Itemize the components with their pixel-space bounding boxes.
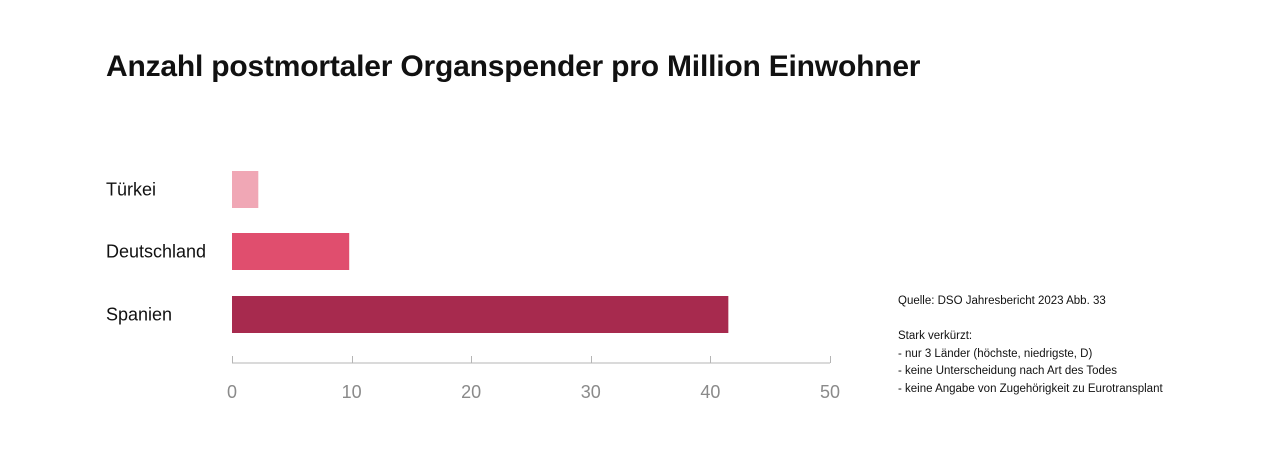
note-item: - nur 3 Länder (höchste, niedrigste, D) bbox=[898, 347, 1093, 360]
chart-title: Anzahl postmortaler Organspender pro Mil… bbox=[106, 50, 921, 83]
x-tick-label-4: 40 bbox=[700, 382, 720, 402]
category-label-0: Türkei bbox=[106, 180, 156, 200]
category-label-2: Spanien bbox=[106, 305, 172, 325]
bars bbox=[232, 171, 729, 333]
bar-1 bbox=[232, 233, 350, 270]
category-labels: Türkei Deutschland Spanien bbox=[106, 180, 206, 325]
source-notes: Quelle: DSO Jahresbericht 2023 Abb. 33 S… bbox=[898, 293, 1163, 398]
x-tick-label-5: 50 bbox=[820, 382, 840, 402]
category-label-1: Deutschland bbox=[106, 242, 206, 262]
bar-2 bbox=[232, 296, 729, 333]
notes-spacer bbox=[898, 311, 1163, 329]
x-axis: 0 10 20 30 40 50 bbox=[227, 356, 840, 402]
note-item: - keine Angabe von Zugehörigkeit zu Euro… bbox=[898, 382, 1163, 395]
x-tick-label-2: 20 bbox=[461, 382, 481, 402]
source-text: Quelle: DSO Jahresbericht 2023 Abb. 33 bbox=[898, 295, 1106, 307]
notes-heading: Stark verkürzt: bbox=[898, 330, 973, 342]
bar-0 bbox=[232, 171, 259, 208]
note-item: - keine Unterscheidung nach Art des Tode… bbox=[898, 365, 1118, 377]
x-tick-label-0: 0 bbox=[227, 382, 237, 402]
x-tick-label-1: 10 bbox=[342, 382, 362, 402]
x-tick-label-3: 30 bbox=[581, 382, 601, 402]
